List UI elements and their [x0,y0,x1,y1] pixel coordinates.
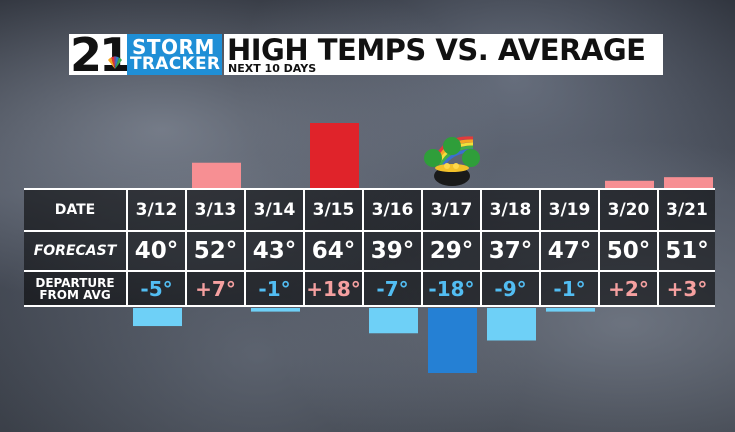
table-divider [24,305,715,307]
forecast-value: 29° [423,231,482,271]
forecast-value: 39° [364,231,423,271]
date-row: DATE 3/12 3/13 3/14 3/15 3/16 3/17 3/18 … [24,188,715,231]
departure-value: +7° [187,271,246,307]
forecast-value: 47° [541,231,600,271]
logo-storm-text: STORM [132,35,215,59]
title-box: HIGH TEMPS VS. AVERAGE NEXT 10 DAYS [224,33,663,75]
peacock-icon [108,56,122,69]
departure-value: -5° [128,271,187,307]
forecast-value: 50° [600,231,659,271]
departure-bar [428,308,477,373]
date-cell: 3/13 [187,188,246,231]
date-cell: 3/15 [305,188,364,231]
forecast-value: 52° [187,231,246,271]
shamrock-pot-of-gold-icon [424,136,480,186]
departure-value: -1° [541,271,600,307]
departure-value: +18° [305,271,364,307]
departure-label-line2: FROM AVG [39,288,111,302]
departure-bar [310,123,359,188]
table-divider [24,230,715,232]
departure-value: -9° [482,271,541,307]
logo-number: 21 [70,28,131,82]
date-cell: 3/20 [600,188,659,231]
departure-value: -7° [364,271,423,307]
departure-label-line1: DEPARTURE [35,276,115,290]
page-subtitle: NEXT 10 DAYS [228,62,317,75]
departure-bar [369,308,418,334]
forecast-value: 37° [482,231,541,271]
date-cell: 3/21 [666,199,708,220]
departure-bar [546,308,595,312]
departure-value: -1° [246,271,305,307]
date-cell: 3/14 [246,188,305,231]
departure-bar [605,180,654,188]
table-divider [24,188,715,190]
station-logo: 21 [69,28,131,82]
header: 21 STORM TRACKER HIGH TEMPS VS. AVERAGE … [69,28,663,82]
departure-bar [192,162,241,188]
date-cell: 3/17 [423,188,482,231]
forecast-row-label: FORECAST [24,231,128,271]
forecast-table: DATE 3/12 3/13 3/14 3/15 3/16 3/17 3/18 … [24,188,715,307]
departure-row-label: DEPARTURE FROM AVG [24,271,128,307]
departure-bar [487,308,536,341]
departure-value: -18° [423,271,482,307]
forecast-value: 64° [305,231,364,271]
departure-bar [664,177,713,188]
date-row-label: DATE [24,188,128,231]
forecast-value: 40° [128,231,187,271]
departure-bar [251,308,300,312]
date-cell: 3/19 [541,188,600,231]
logo-tracker-text: TRACKER [130,54,221,74]
departure-bar [133,308,182,327]
date-cell: 3/18 [482,188,541,231]
page-title: HIGH TEMPS VS. AVERAGE [227,33,646,67]
table-divider [24,270,715,272]
forecast-value: 51° [665,238,709,264]
departure-row: DEPARTURE FROM AVG -5° +7° -1° +18° -7° … [24,271,715,307]
departure-value: +3° [666,277,708,301]
departure-value: +2° [600,271,659,307]
forecast-value: 43° [246,231,305,271]
forecast-row: FORECAST 40° 52° 43° 64° 39° 29° 37° 47°… [24,231,715,271]
date-cell: 3/16 [364,188,423,231]
date-cell: 3/12 [128,188,187,231]
stormtracker-logo: STORM TRACKER [127,34,222,75]
